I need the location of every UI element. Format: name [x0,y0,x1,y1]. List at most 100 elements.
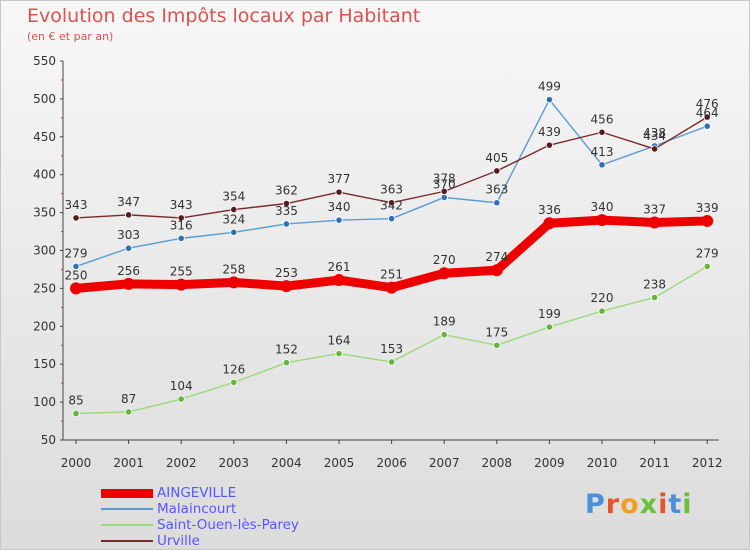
y-tick-label: 400 [33,168,56,182]
y-tick-label: 450 [33,130,56,144]
x-tick-label: 2004 [271,456,302,470]
data-label: 464 [696,106,719,120]
x-tick-label: 2003 [219,456,250,470]
data-label: 270 [433,253,456,267]
legend-item-aingeville: AINGEVILLE [101,485,299,501]
data-label: 255 [170,265,193,279]
data-point [333,274,345,287]
data-point [230,378,238,386]
data-label: 238 [643,277,666,291]
data-point [650,293,659,302]
data-point [122,277,135,290]
logo-letter: r [605,489,621,520]
data-label: 347 [117,195,140,209]
data-label: 340 [591,200,614,214]
data-label: 363 [485,183,508,197]
data-label: 336 [538,203,561,217]
data-label: 279 [696,246,719,260]
legend-swatch-malaincourt [101,508,153,510]
data-label: 438 [643,126,666,140]
data-label: 261 [328,260,351,274]
data-label: 363 [380,183,403,197]
data-point [125,211,133,219]
data-label: 439 [538,125,561,139]
data-label: 343 [170,198,193,212]
data-point [598,161,606,169]
data-label: 324 [222,212,245,226]
data-label: 250 [65,268,88,282]
data-label: 342 [380,199,403,213]
data-point [703,122,711,130]
data-label: 335 [275,204,298,218]
data-label: 354 [222,190,245,204]
legend: AINGEVILLE Malaincourt Saint-Ouen-lès-Pa… [101,485,299,549]
data-point [387,358,396,366]
data-label: 251 [380,268,403,282]
data-label: 256 [117,264,140,278]
x-tick-label: 2012 [692,456,723,470]
data-label: 413 [591,145,614,159]
data-label: 274 [485,250,508,264]
logo-letter: i [658,489,669,520]
data-point [230,228,238,236]
data-label: 199 [538,307,561,321]
data-label: 126 [222,362,245,376]
x-tick-label: 2010 [587,456,618,470]
data-label: 164 [328,334,351,348]
x-tick-label: 2000 [61,456,92,470]
data-label: 377 [328,172,351,186]
y-tick-label: 350 [33,206,56,220]
data-point [227,276,240,289]
data-point [72,262,80,271]
y-tick-label: 150 [33,357,56,371]
data-point [438,267,451,280]
x-tick-label: 2006 [376,456,407,470]
legend-swatch-urville [101,540,153,542]
chart-subtitle: (en € et par an) [27,30,114,43]
data-label: 303 [117,228,140,242]
data-point [703,262,711,271]
logo-letter: x [639,489,659,520]
data-label: 378 [433,171,456,185]
data-label: 362 [275,184,298,198]
data-point [440,331,448,339]
data-point [650,145,659,153]
data-point [177,214,185,222]
data-point [543,217,556,230]
data-point [598,128,606,136]
data-point [72,409,80,418]
x-tick-label: 2008 [482,456,513,470]
logo-letter: t [668,489,683,520]
legend-label-saint-ouen: Saint-Ouen-lès-Parey [157,517,299,533]
data-point [335,349,343,358]
y-tick-label: 550 [33,54,56,68]
data-point [545,323,554,331]
data-label: 152 [275,343,298,357]
data-point [387,199,396,207]
data-label: 253 [275,266,298,280]
data-label: 456 [591,112,614,126]
data-point [387,215,396,223]
data-point [648,216,661,229]
data-label: 104 [170,379,193,393]
data-point [335,216,343,224]
data-label: 153 [380,342,403,356]
legend-item-urville: Urville [101,533,299,549]
chart-title: Evolution des Impôts locaux par Habitant [27,5,421,27]
legend-label-malaincourt: Malaincourt [157,501,237,517]
y-tick-label: 50 [41,433,56,447]
data-point [545,96,554,104]
data-label: 337 [643,202,666,216]
data-point [703,113,711,121]
data-label: 85 [68,393,83,407]
data-label: 279 [65,246,88,260]
data-point [596,214,608,227]
data-point [282,359,290,367]
x-tick-label: 2002 [166,456,197,470]
legend-swatch-saint-ouen [101,524,153,526]
x-tick-label: 2011 [639,456,670,470]
data-point [70,282,82,295]
data-point [493,199,501,207]
data-point [175,278,188,291]
